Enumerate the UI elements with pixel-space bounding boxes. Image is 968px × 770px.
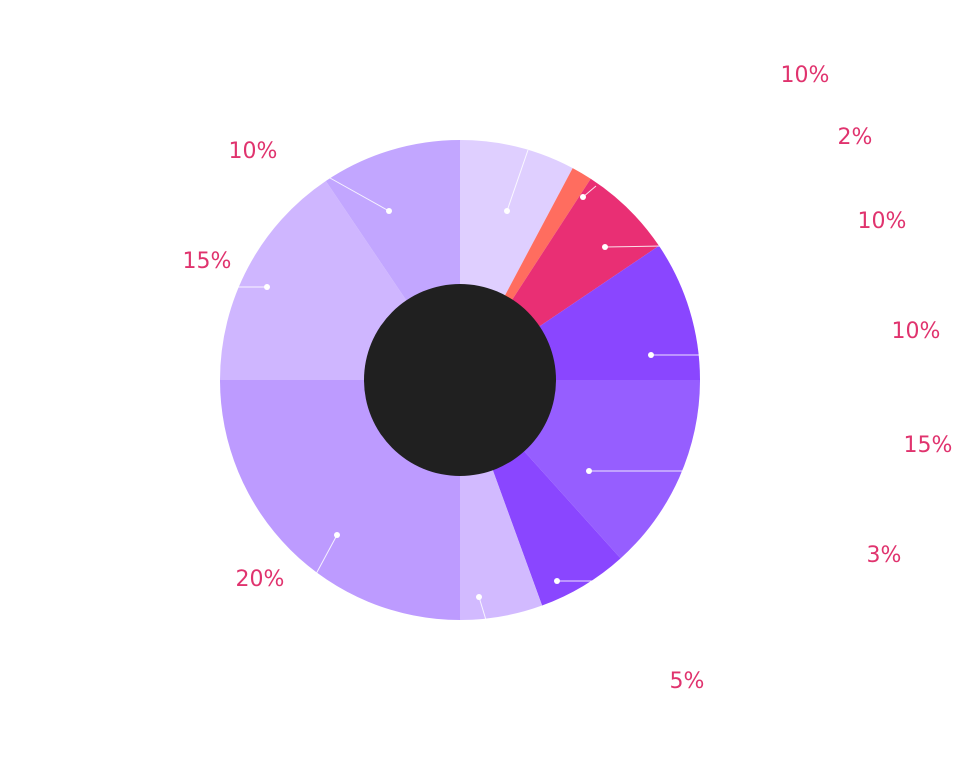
slice-label-8: 20% bbox=[236, 567, 285, 592]
labels-group: 10% 2% 10% 10% 15% 3% 5% 20% 15% 10% bbox=[183, 63, 953, 694]
leader-line-1 bbox=[506, 149, 529, 212]
leader-dot-10 bbox=[386, 208, 392, 214]
leader-dot-9 bbox=[264, 284, 270, 290]
leader-dot-7 bbox=[476, 594, 482, 600]
slice-label-7: 5% bbox=[670, 669, 705, 694]
leader-line-8 bbox=[315, 534, 338, 575]
slice-label-10: 10% bbox=[229, 139, 278, 164]
leader-line-10 bbox=[329, 177, 390, 212]
leader-dot-6 bbox=[554, 578, 560, 584]
slice-label-5: 15% bbox=[904, 433, 953, 458]
leader-dot-5 bbox=[586, 468, 592, 474]
leader-dot-3 bbox=[602, 244, 608, 250]
leader-lines-group bbox=[238, 149, 700, 621]
leader-dot-8 bbox=[334, 532, 340, 538]
slice-label-9: 15% bbox=[183, 249, 232, 274]
leader-line-3 bbox=[604, 245, 663, 248]
leader-dot-1 bbox=[504, 208, 510, 214]
slice-label-3: 10% bbox=[858, 209, 907, 234]
donut-center bbox=[364, 284, 556, 476]
leader-dot-2 bbox=[580, 194, 586, 200]
leader-line-7 bbox=[478, 596, 487, 621]
slice-label-6: 3% bbox=[867, 543, 902, 568]
slice-label-1: 10% bbox=[781, 63, 830, 88]
leader-dot-4 bbox=[648, 352, 654, 358]
slice-label-2: 2% bbox=[838, 125, 873, 150]
slice-label-4: 10% bbox=[892, 319, 941, 344]
